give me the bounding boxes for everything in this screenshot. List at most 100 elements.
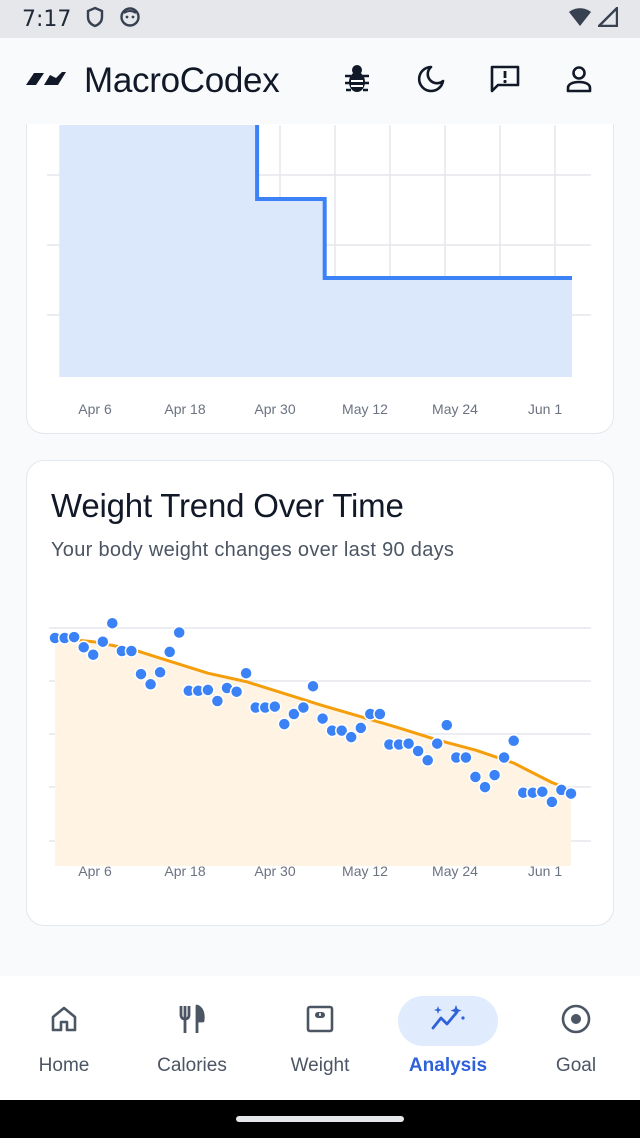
- analysis-scroll-area[interactable]: Apr 6 Apr 18 Apr 30 May 12 May 24 Jun 1 …: [0, 124, 640, 976]
- weight-point[interactable]: [545, 795, 559, 809]
- shield-icon: [85, 6, 105, 33]
- weight-point[interactable]: [96, 634, 110, 649]
- x-tick-label: Apr 6: [78, 401, 112, 417]
- weight-area-fill: [55, 638, 571, 866]
- weight-point[interactable]: [153, 665, 167, 680]
- weight-point[interactable]: [564, 786, 578, 801]
- weight-point[interactable]: [535, 784, 550, 799]
- home-icon: [49, 1004, 79, 1039]
- nav-label: Analysis: [408, 1055, 488, 1076]
- wifi-icon: [568, 7, 592, 32]
- x-tick-label: Apr 30: [254, 401, 295, 417]
- x-tick-label: May 24: [432, 401, 478, 417]
- nav-icon-container: [142, 996, 242, 1046]
- weight-point[interactable]: [497, 750, 511, 765]
- weight-point[interactable]: [287, 707, 301, 721]
- weight-point[interactable]: [478, 780, 492, 794]
- nav-label: Home: [38, 1055, 90, 1076]
- x-tick-label: Jun 1: [528, 863, 562, 879]
- weight-point[interactable]: [67, 630, 81, 644]
- weight-point[interactable]: [76, 640, 91, 655]
- weight-point[interactable]: [459, 750, 473, 765]
- x-tick-label: May 24: [432, 863, 478, 879]
- person-icon: [565, 65, 593, 98]
- weight-point[interactable]: [306, 679, 320, 693]
- nav-label: Calories: [157, 1055, 227, 1076]
- nav-item-goal[interactable]: Goal: [512, 976, 640, 1100]
- app-header: MacroCodex: [0, 38, 640, 124]
- weight-point[interactable]: [344, 730, 358, 744]
- feedback-button[interactable]: [468, 51, 542, 111]
- weight-point[interactable]: [124, 644, 139, 658]
- x-tick-label: Apr 18: [164, 401, 205, 417]
- bottom-navigation: Home Calories Weight Analysis: [0, 976, 640, 1100]
- nav-item-weight[interactable]: Weight: [256, 976, 384, 1100]
- weight-point[interactable]: [354, 721, 368, 735]
- weight-point[interactable]: [86, 647, 100, 662]
- status-time: 7:17: [22, 6, 72, 32]
- debug-button[interactable]: [320, 51, 394, 111]
- nav-item-home[interactable]: Home: [0, 976, 128, 1100]
- weight-point[interactable]: [143, 677, 158, 692]
- nav-item-calories[interactable]: Calories: [128, 976, 256, 1100]
- weight-point[interactable]: [430, 736, 444, 751]
- fork-knife-icon: [176, 1003, 208, 1040]
- weight-point[interactable]: [210, 694, 225, 708]
- nav-label: Goal: [555, 1055, 597, 1076]
- x-tick-label: May 12: [342, 401, 388, 417]
- dark-mode-button[interactable]: [394, 51, 468, 111]
- x-axis-labels: Apr 6 Apr 18 Apr 30 May 12 May 24 Jun 1: [78, 401, 562, 417]
- weight-point[interactable]: [162, 645, 177, 659]
- moon-icon: [416, 64, 446, 99]
- weight-point[interactable]: [420, 753, 435, 768]
- weight-point[interactable]: [506, 734, 521, 748]
- weight-point[interactable]: [134, 667, 148, 681]
- step-chart-card: Apr 6 Apr 18 Apr 30 May 12 May 24 Jun 1: [26, 124, 614, 434]
- x-axis-labels: Apr 6 Apr 18 Apr 30 May 12 May 24 Jun 1: [78, 863, 562, 879]
- status-bar: 7:17: [0, 0, 640, 38]
- weight-point[interactable]: [239, 666, 253, 680]
- scale-icon: [305, 1004, 335, 1039]
- weight-point[interactable]: [468, 770, 483, 784]
- weight-point[interactable]: [373, 707, 387, 721]
- sparkle-chart-icon: [430, 1004, 466, 1039]
- weight-point[interactable]: [487, 768, 502, 782]
- weight-points: [48, 616, 578, 809]
- x-tick-label: May 12: [342, 863, 388, 879]
- weight-point[interactable]: [334, 723, 349, 738]
- card-subtitle: Your body weight changes over last 90 da…: [51, 539, 455, 561]
- x-tick-label: Jun 1: [528, 401, 562, 417]
- weight-trend-card: Weight Trend Over Time Your body weight …: [26, 460, 614, 926]
- bug-icon: [343, 64, 371, 99]
- nav-item-analysis[interactable]: Analysis: [384, 976, 512, 1100]
- step-line: [255, 125, 572, 280]
- app-title: MacroCodex: [84, 61, 280, 100]
- card-title: Weight Trend Over Time: [51, 487, 404, 524]
- target-icon: [560, 1003, 592, 1040]
- weight-point[interactable]: [401, 736, 416, 751]
- x-tick-label: Apr 30: [254, 863, 295, 879]
- weight-trend-chart: Apr 6 Apr 18 Apr 30 May 12 May 24 Jun 1: [48, 616, 591, 879]
- profile-button[interactable]: [542, 51, 616, 111]
- weight-point[interactable]: [172, 625, 186, 640]
- weight-point[interactable]: [229, 684, 244, 699]
- weight-point[interactable]: [277, 717, 292, 731]
- weight-point[interactable]: [296, 700, 311, 715]
- smiley-icon: [119, 6, 141, 33]
- app-logo-icon: [24, 69, 68, 94]
- nav-icon-container: [398, 996, 498, 1046]
- step-area-fill: [60, 125, 572, 377]
- home-gesture-handle[interactable]: [236, 1116, 404, 1122]
- x-tick-label: Apr 18: [164, 863, 205, 879]
- signal-icon: [596, 4, 619, 32]
- weight-point[interactable]: [201, 683, 215, 697]
- weight-point[interactable]: [315, 711, 330, 726]
- nav-icon-container: [270, 996, 370, 1046]
- weight-point[interactable]: [268, 699, 282, 714]
- feedback-icon: [489, 64, 521, 99]
- weight-point[interactable]: [440, 718, 454, 732]
- weight-point[interactable]: [105, 616, 120, 630]
- weight-point[interactable]: [411, 744, 425, 758]
- system-gesture-bar: [0, 1100, 640, 1138]
- nav-icon-container: [526, 996, 626, 1046]
